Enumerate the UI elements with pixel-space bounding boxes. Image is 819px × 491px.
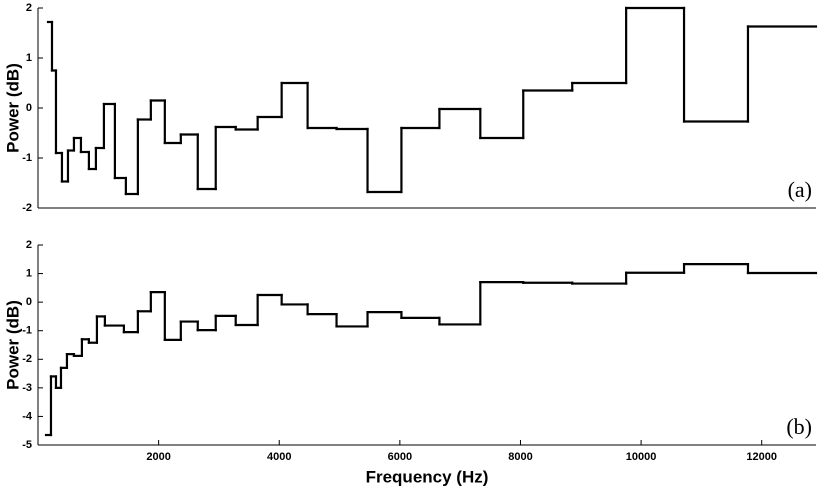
- y-tick-label: -3: [22, 382, 32, 394]
- x-tick-label: 10000: [626, 451, 657, 463]
- y-tick-label: -2: [22, 202, 32, 214]
- x-axis-label: Frequency (Hz): [366, 467, 489, 486]
- y-tick-label: 1: [26, 52, 32, 64]
- y-axis-label: Power (dB): [3, 63, 22, 153]
- x-tick-label: 12000: [746, 451, 777, 463]
- y-tick-label: -5: [22, 439, 32, 451]
- y-tick-label: -4: [22, 410, 33, 422]
- y-axis-label: Power (dB): [3, 300, 22, 390]
- y-tick-label: -2: [22, 353, 32, 365]
- x-tick-label: 4000: [267, 451, 291, 463]
- y-tick-label: 0: [26, 102, 32, 114]
- y-tick-label: 1: [26, 267, 32, 279]
- x-tick-label: 8000: [508, 451, 532, 463]
- panel-label: (b): [786, 414, 812, 439]
- y-tick-label: 0: [26, 296, 32, 308]
- y-tick-label: -1: [22, 152, 32, 164]
- y-tick-label: 2: [26, 239, 32, 251]
- y-tick-label: -1: [22, 325, 32, 337]
- y-tick-label: 2: [26, 2, 32, 14]
- panel-label: (a): [788, 177, 812, 202]
- x-tick-label: 6000: [388, 451, 412, 463]
- x-tick-label: 2000: [146, 451, 170, 463]
